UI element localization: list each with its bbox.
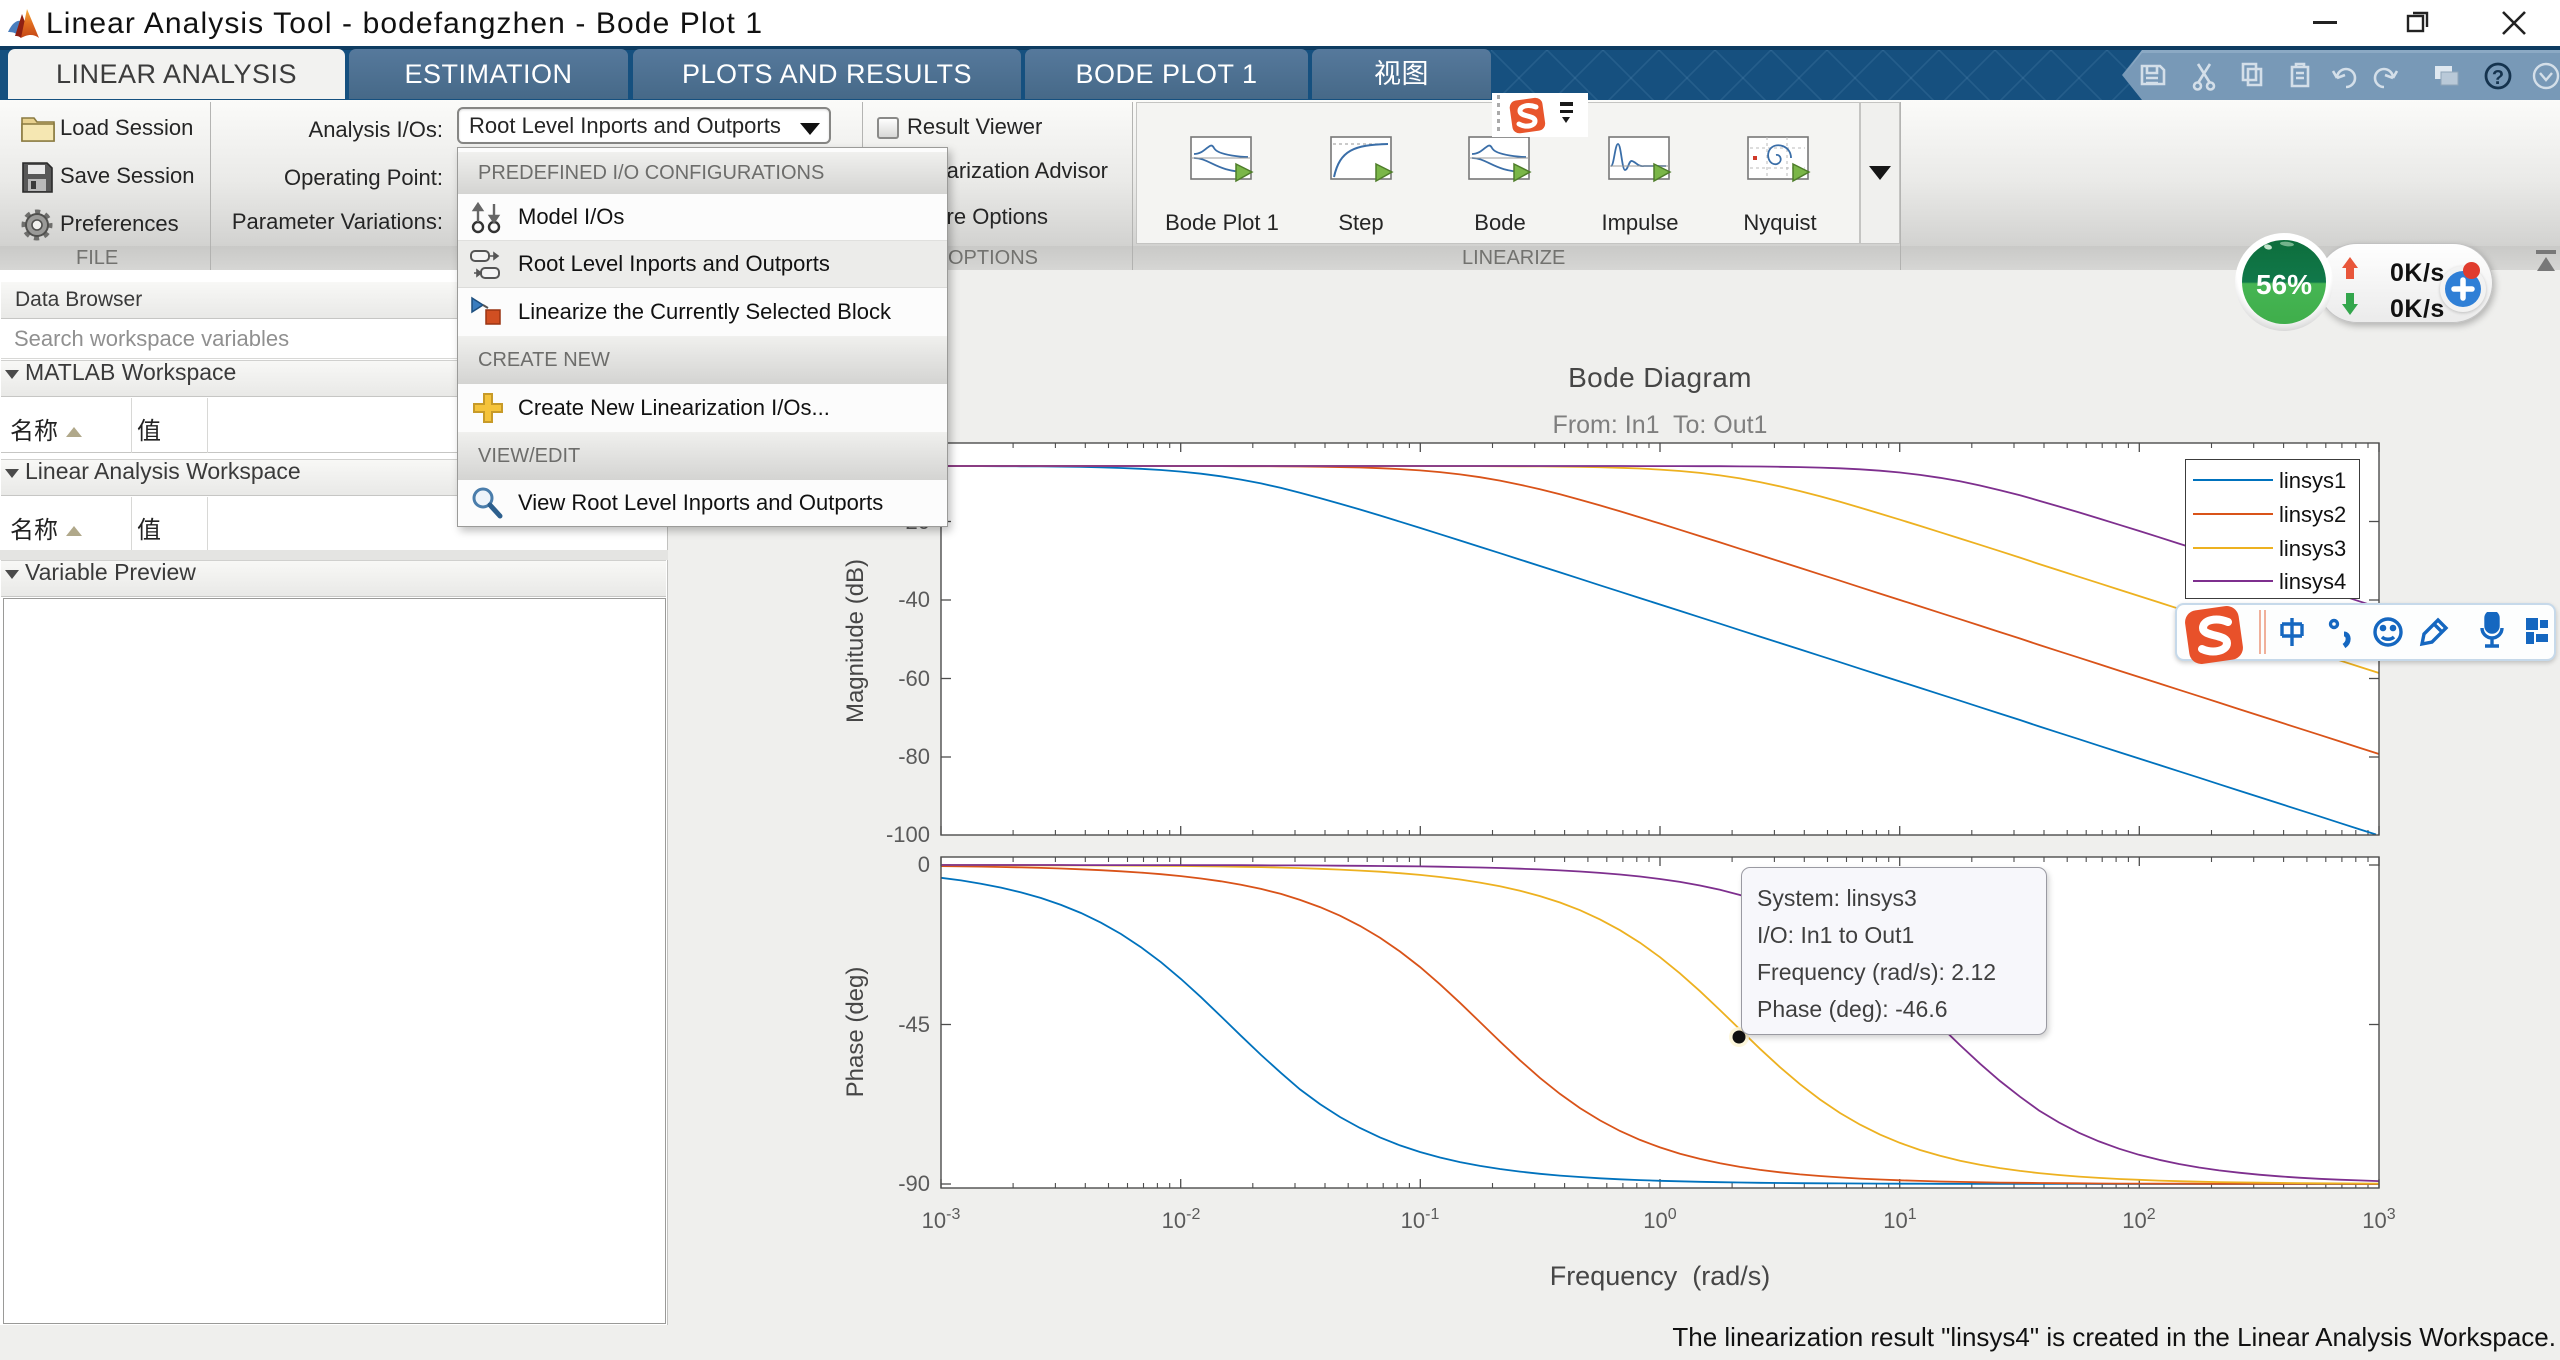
svg-text:?: ? <box>2492 67 2504 89</box>
svg-text:56%: 56% <box>2256 269 2312 300</box>
